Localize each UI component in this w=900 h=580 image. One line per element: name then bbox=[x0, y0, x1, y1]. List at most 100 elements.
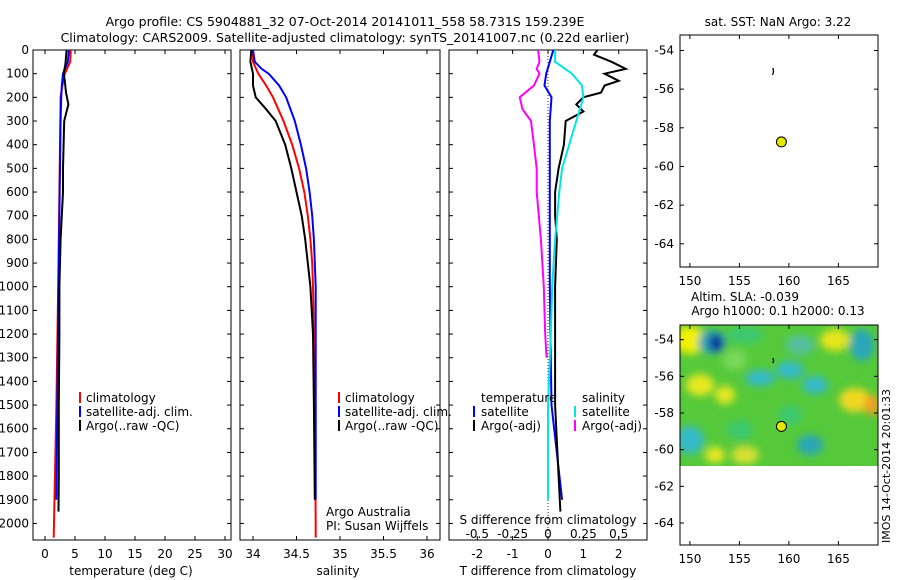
x-tick-label: 10 bbox=[97, 547, 112, 561]
depth-tick-label: 2000 bbox=[0, 516, 29, 530]
legend-swatch-sal-argo bbox=[574, 420, 576, 431]
longitude-tick-label: 155 bbox=[728, 274, 751, 288]
x-tick-label: 5 bbox=[71, 547, 79, 561]
longitude-tick-label: 165 bbox=[827, 274, 850, 288]
depth-tick-label: 300 bbox=[6, 114, 29, 128]
depth-tick-label: 1600 bbox=[0, 422, 29, 436]
depth-tick-label: 1500 bbox=[0, 398, 29, 412]
top-x-tick-label: 0 bbox=[544, 527, 552, 541]
legend-label-satellite: satellite-adj. clim. bbox=[345, 405, 452, 419]
depth-tick-label: 100 bbox=[6, 67, 29, 81]
legend-swatch-climatology bbox=[79, 392, 81, 403]
latitude-tick-label: -62 bbox=[654, 198, 674, 212]
legend-swatch-satellite bbox=[338, 406, 340, 417]
series-line-argo-raw-qc bbox=[57, 49, 70, 512]
x-tick-label: 0 bbox=[544, 547, 552, 561]
longitude-tick-label: 165 bbox=[827, 552, 850, 566]
temperature-legend: climatology satellite-adj. clim. Argo(..… bbox=[79, 391, 193, 433]
x-tick-label: 20 bbox=[157, 547, 172, 561]
argo-float-marker bbox=[775, 136, 787, 148]
imos-timestamp: IMOS 14-Oct-2014 20:01:33 bbox=[880, 389, 893, 543]
depth-tick-label: 1000 bbox=[0, 280, 29, 294]
legend-label-climatology: climatology bbox=[345, 391, 415, 405]
x-tick-label: -2 bbox=[471, 547, 483, 561]
latitude-tick-label: -58 bbox=[654, 406, 674, 420]
x-tick-label: -1 bbox=[507, 547, 519, 561]
longitude-tick-label: 160 bbox=[777, 552, 800, 566]
salinity-plot-frame bbox=[239, 49, 441, 541]
legend-swatch-satellite bbox=[79, 406, 81, 417]
depth-tick-label: 200 bbox=[6, 90, 29, 104]
longitude-tick-label: 150 bbox=[678, 274, 701, 288]
x-tick-label: 30 bbox=[217, 547, 232, 561]
legend-swatch-argo bbox=[338, 420, 340, 431]
island-mark bbox=[772, 357, 775, 364]
sst-map-frame bbox=[679, 34, 879, 268]
depth-tick-label: 500 bbox=[6, 161, 29, 175]
legend-swatch-climatology bbox=[338, 392, 340, 403]
latitude-tick-label: -64 bbox=[654, 237, 674, 251]
legend-label-argo: Argo(..raw -QC) bbox=[345, 419, 438, 433]
sla-map-subtitle: Argo h1000: 0.1 h2000: 0.13 bbox=[691, 304, 864, 318]
difference-legend: temperature satellite Argo(-adj) salinit… bbox=[473, 391, 642, 433]
x-tick-label: 15 bbox=[127, 547, 142, 561]
latitude-tick-label: -62 bbox=[654, 479, 674, 493]
series-line-argo-raw-qc bbox=[249, 49, 316, 500]
salinity-legend: climatology satellite-adj. clim. Argo(..… bbox=[338, 391, 452, 433]
depth-tick-label: 1400 bbox=[0, 374, 29, 388]
top-x-tick-label: 0.5 bbox=[609, 527, 628, 541]
series-line-salinity-satellite bbox=[547, 50, 585, 500]
depth-tick-label: 1200 bbox=[0, 327, 29, 341]
x-tick-label: 25 bbox=[187, 547, 202, 561]
x-tick-label: 35 bbox=[332, 547, 347, 561]
legend-label-climatology: climatology bbox=[86, 391, 156, 405]
temperature-plot-frame bbox=[32, 49, 232, 541]
depth-tick-label: 400 bbox=[6, 138, 29, 152]
legend-label-argo: Argo(..raw -QC) bbox=[86, 419, 179, 433]
top-x-tick-label: 0.25 bbox=[570, 527, 597, 541]
legend-label-sal-argo: Argo(-adj) bbox=[582, 419, 642, 433]
latitude-tick-label: -56 bbox=[654, 369, 674, 383]
annotation-pi-name: PI: Susan Wijffels bbox=[326, 519, 428, 533]
depth-tick-label: 900 bbox=[6, 256, 29, 270]
x-tick-label: 2 bbox=[615, 547, 623, 561]
depth-tick-label: 700 bbox=[6, 209, 29, 223]
sla-heatmap bbox=[680, 325, 878, 466]
latitude-tick-label: -60 bbox=[654, 443, 674, 457]
island-mark bbox=[771, 67, 775, 76]
series-line-climatology bbox=[252, 50, 317, 538]
latitude-tick-label: -54 bbox=[654, 43, 674, 57]
depth-tick-label: 1800 bbox=[0, 469, 29, 483]
x-tick-label: 34.5 bbox=[283, 547, 310, 561]
x-tick-label: 36 bbox=[419, 547, 434, 561]
sla-map-frame bbox=[679, 324, 879, 546]
argo-float-marker bbox=[775, 420, 787, 432]
temperature-panel: 0100200300400500600700800900100011001200… bbox=[0, 43, 233, 578]
x-tick-label: 0 bbox=[41, 547, 49, 561]
legend-title-salinity: salinity bbox=[582, 391, 625, 405]
legend-swatch-argo bbox=[79, 420, 81, 431]
depth-tick-label: 1900 bbox=[0, 493, 29, 507]
legend-swatch-sal-satellite bbox=[574, 406, 576, 417]
legend-title-temperature: temperature bbox=[481, 391, 556, 405]
difference-axis-label: T difference from climatology bbox=[459, 564, 637, 578]
x-tick-label: 34 bbox=[245, 547, 260, 561]
latitude-tick-label: -64 bbox=[654, 516, 674, 530]
depth-tick-label: 0 bbox=[21, 43, 29, 57]
latitude-tick-label: -58 bbox=[654, 121, 674, 135]
legend-label-sal-satellite: satellite bbox=[582, 405, 630, 419]
difference-panel: -2 -1 0 1 2 -0.5 -0.25 0 0.25 0.5 T difference f… bbox=[448, 49, 648, 578]
top-x-tick-label: -0.25 bbox=[497, 527, 528, 541]
sst-map-title: sat. SST: NaN Argo: 3.22 bbox=[705, 15, 852, 29]
sla-map-panel: Altim. SLA: -0.039 Argo h1000: 0.1 h2000… bbox=[654, 290, 879, 566]
annotation-argo-australia: Argo Australia bbox=[326, 505, 411, 519]
series-line-salinity-argo-adj bbox=[518, 49, 548, 358]
legend-label-temp-satellite: satellite bbox=[481, 405, 529, 419]
legend-label-temp-argo: Argo(-adj) bbox=[481, 419, 541, 433]
depth-tick-label: 1100 bbox=[0, 303, 29, 317]
legend-swatch-temp-argo bbox=[473, 420, 475, 431]
figure-title-line2: Climatology: CARS2009. Satellite-adjuste… bbox=[61, 30, 630, 45]
x-tick-label: 1 bbox=[580, 547, 588, 561]
series-line-temperature-argo-adj bbox=[554, 49, 629, 512]
